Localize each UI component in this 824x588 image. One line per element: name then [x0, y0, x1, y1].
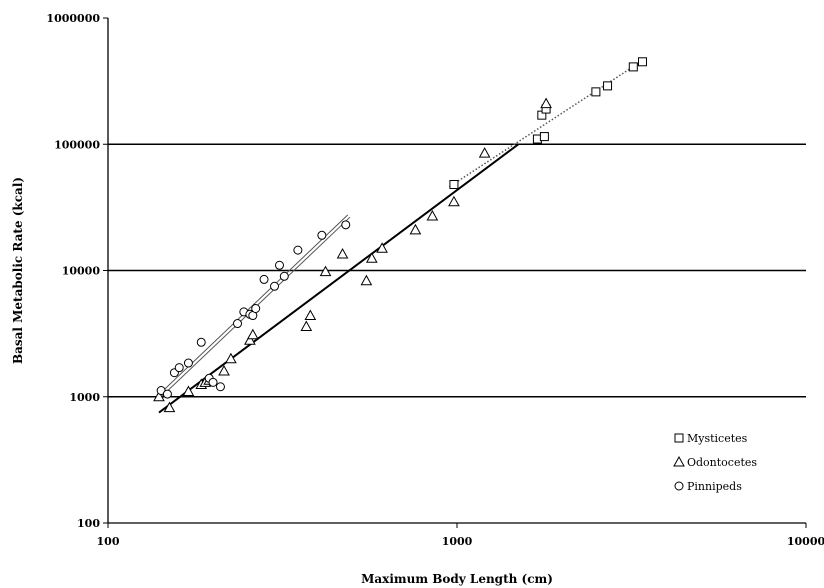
y-tick-label-10000: 10000: [62, 265, 101, 278]
odontocetes-point-16: [376, 242, 388, 253]
mysticetes-point-8: [637, 57, 647, 67]
x-tick-label-1000: 1000: [442, 535, 473, 548]
legend-label-mysticetes: Mysticetes: [687, 432, 748, 445]
mysticetes-point-7: [628, 62, 638, 72]
data-points: [153, 57, 647, 413]
odontocetes-fit-line: [158, 143, 520, 414]
axis-titles: Maximum Body Length (cm) Basal Metabolic …: [11, 177, 553, 586]
legend: Mysticetes Odontocetes Pinnipeds: [673, 432, 757, 493]
odontocetes-point-11: [304, 309, 317, 321]
pinnipeds-point-14: [259, 274, 269, 284]
y-axis-title: Basal Metabolic Rate (kcal): [11, 177, 25, 364]
legend-label-odontocetes: Odontocetes: [687, 456, 757, 469]
pinnipeds-point-19: [317, 230, 327, 240]
y-tick-label-100000: 100000: [54, 138, 100, 151]
odontocetes-point-13: [336, 248, 349, 259]
tick-labels: 100 1000 10000 100000 1000000 100 1000 10000: [46, 12, 824, 548]
odontocetes-point-9: [246, 328, 259, 340]
odontocetes-point-0: [153, 390, 165, 402]
pinnipeds-point-15: [270, 281, 280, 291]
odontocetes-point-6: [218, 364, 230, 376]
mysticetes-point-6: [603, 81, 613, 91]
mysticetes-fit-line: [448, 59, 643, 188]
x-tick-label-10000: 10000: [787, 535, 824, 548]
odontocetes-point-21: [540, 97, 552, 109]
pinnipeds-point-13: [251, 304, 261, 314]
odontocetes-point-12: [319, 265, 332, 277]
y-tick-label-1000: 1000: [69, 391, 100, 404]
legend-label-pinnipeds: Pinnipeds: [687, 480, 742, 493]
odontocetes-point-1: [163, 401, 176, 413]
x-tick-label-100: 100: [97, 535, 120, 548]
odontocetes-point-20: [478, 147, 491, 158]
pinnipeds-point-5: [196, 337, 206, 347]
pinnipeds-point-18: [293, 245, 303, 255]
legend-marker-pinnipeds: [674, 481, 684, 491]
pinnipeds-point-4: [183, 358, 193, 368]
axes: [103, 17, 807, 528]
pinnipeds-point-8: [215, 382, 225, 392]
y-tick-label-100: 100: [77, 517, 100, 530]
legend-marker-mysticetes: [674, 433, 684, 443]
legend-marker-odontocetes: [673, 455, 685, 467]
grid-lines: [108, 143, 806, 398]
odontocetes-point-17: [409, 223, 422, 235]
odontocetes-point-7: [225, 352, 237, 364]
odontocetes-point-19: [448, 195, 460, 207]
pinnipeds-point-7: [208, 377, 218, 387]
pinnipeds-point-20: [341, 220, 351, 230]
odontocetes-point-8: [244, 334, 256, 345]
odontocetes-point-18: [426, 210, 439, 221]
pinnipeds-point-1: [162, 389, 172, 399]
mysticetes-point-4: [539, 132, 549, 142]
odontocetes-point-2: [182, 385, 195, 397]
odontocetes-point-14: [360, 274, 373, 286]
odontocetes-point-15: [365, 252, 378, 263]
pinnipeds-point-17: [279, 271, 289, 281]
mysticetes-point-0: [449, 179, 459, 189]
pinnipeds-point-16: [274, 260, 284, 270]
y-tick-label-1000000: 1000000: [46, 12, 100, 25]
x-axis-title: Maximum Body Length (cm): [361, 572, 553, 586]
odontocetes-point-10: [300, 320, 313, 332]
pinnipeds-point-3: [174, 363, 184, 373]
pinnipeds-point-9: [233, 319, 243, 329]
mysticetes-point-5: [591, 87, 601, 97]
